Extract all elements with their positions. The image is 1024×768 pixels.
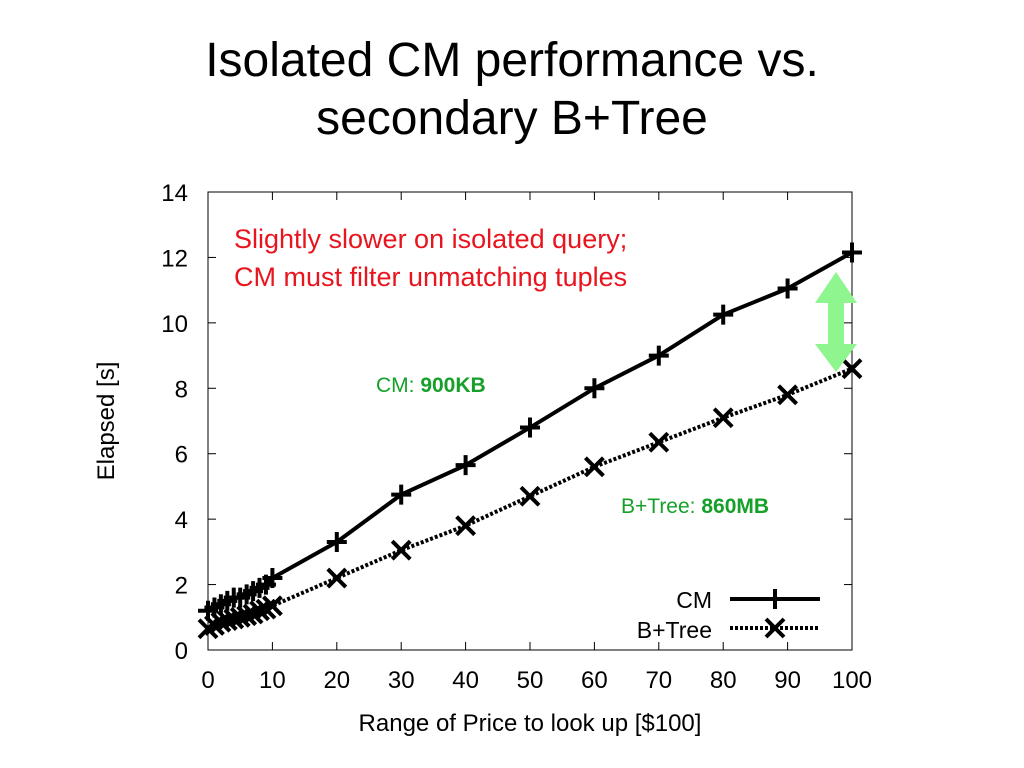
data-point-btree	[583, 456, 605, 478]
data-point-btree	[326, 567, 348, 589]
cm-size-prefix: CM:	[376, 374, 420, 397]
data-point-btree	[648, 431, 670, 453]
y-tick-label: 0	[175, 638, 188, 665]
data-point-btree	[712, 407, 734, 429]
data-point-cm	[520, 417, 540, 438]
data-point-btree	[841, 358, 863, 380]
data-point-cm	[262, 568, 283, 589]
data-point-cm	[584, 378, 605, 399]
y-tick-label: 4	[175, 507, 188, 534]
data-point-btree	[236, 605, 258, 627]
data-point-cm	[777, 278, 798, 299]
data-point-btree	[519, 485, 541, 507]
data-point-cm	[842, 242, 862, 263]
y-tick-label: 10	[161, 311, 188, 338]
slide-title-line-1: Isolated CM performance vs.	[205, 34, 819, 87]
x-axis-label: Range of Price to look up [$100]	[359, 710, 702, 737]
x-tick-label: 0	[201, 667, 214, 694]
data-point-cm	[713, 304, 734, 325]
btree-size-label: B+Tree: 860MB	[621, 495, 769, 518]
x-tick-label: 60	[581, 667, 608, 694]
slide-title: Isolated CM performance vs. secondary B+…	[0, 32, 1024, 148]
data-point-btree	[777, 384, 799, 406]
y-tick-label: 2	[175, 573, 188, 600]
y-tick-label: 8	[175, 376, 188, 403]
data-point-btree	[261, 595, 283, 617]
x-tick-label: 10	[259, 667, 286, 694]
annotation-note-line-1: Slightly slower on isolated query;	[234, 224, 627, 254]
y-tick-label: 14	[161, 180, 188, 207]
cm-size-value: 900KB	[420, 374, 485, 397]
data-point-cm	[648, 345, 669, 366]
x-tick-label: 100	[832, 667, 872, 694]
x-tick-label: 80	[710, 667, 737, 694]
btree-size-value: 860MB	[701, 495, 769, 518]
x-tick-label: 50	[517, 667, 544, 694]
annotation-note-line-2: CM must filter unmatching tuples	[234, 262, 627, 292]
chart-legend: CM B+Tree	[637, 587, 820, 643]
chart-series	[197, 242, 863, 640]
data-point-btree	[455, 515, 477, 537]
x-tick-label: 90	[774, 667, 801, 694]
data-point-btree	[249, 600, 270, 622]
data-point-btree	[390, 539, 412, 561]
data-point-cm	[455, 455, 476, 476]
x-tick-label: 20	[323, 667, 350, 694]
y-tick-label: 6	[175, 442, 188, 469]
data-point-cm	[326, 532, 347, 553]
legend-label-btree: B+Tree	[637, 617, 712, 643]
x-tick-label: 30	[388, 667, 415, 694]
y-tick-label: 12	[161, 245, 188, 272]
data-point-cm	[391, 484, 412, 505]
chart-axes: 0 10 20 30 40 50 60 70 80 90 100 0 2 4 6 8 10 12 14 Range o…	[93, 180, 872, 737]
double-arrow-icon	[815, 272, 857, 372]
legend-label-cm: CM	[676, 587, 712, 613]
btree-size-prefix: B+Tree:	[621, 495, 701, 518]
cm-size-label: CM: 900KB	[376, 374, 486, 397]
x-tick-label: 70	[645, 667, 672, 694]
legend-marker-btree	[764, 617, 786, 639]
slide-title-line-2: secondary B+Tree	[316, 92, 708, 145]
legend-marker-cm	[765, 589, 785, 609]
x-tick-label: 40	[452, 667, 479, 694]
y-axis-label: Elapsed [s]	[93, 362, 120, 481]
